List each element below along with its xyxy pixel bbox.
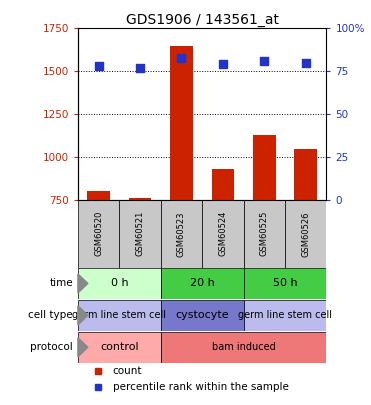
Point: [220, 61, 226, 68]
FancyBboxPatch shape: [119, 200, 161, 268]
Text: GSM60521: GSM60521: [135, 211, 145, 256]
FancyBboxPatch shape: [161, 268, 244, 299]
FancyBboxPatch shape: [78, 332, 161, 362]
Text: germ line stem cell: germ line stem cell: [72, 310, 166, 320]
Text: control: control: [100, 342, 139, 352]
FancyBboxPatch shape: [78, 200, 119, 268]
Point: [96, 63, 102, 69]
FancyBboxPatch shape: [285, 200, 326, 268]
Bar: [253, 135, 276, 200]
Bar: [211, 169, 234, 200]
Text: GSM60525: GSM60525: [260, 211, 269, 256]
Bar: [87, 192, 110, 200]
Text: protocol: protocol: [30, 342, 73, 352]
Text: 50 h: 50 h: [273, 279, 298, 288]
Text: time: time: [49, 279, 73, 288]
Point: [137, 65, 143, 71]
Text: bam induced: bam induced: [212, 342, 276, 352]
Text: count: count: [113, 366, 142, 375]
FancyBboxPatch shape: [161, 332, 326, 362]
Text: cystocyte: cystocyte: [175, 310, 229, 320]
Text: GSM60524: GSM60524: [219, 211, 227, 256]
Point: [261, 58, 267, 64]
FancyBboxPatch shape: [244, 268, 326, 299]
FancyBboxPatch shape: [244, 200, 285, 268]
Bar: [294, 149, 317, 200]
Text: 20 h: 20 h: [190, 279, 214, 288]
FancyBboxPatch shape: [244, 300, 326, 330]
FancyBboxPatch shape: [161, 200, 202, 268]
Text: GSM60523: GSM60523: [177, 211, 186, 256]
Text: GSM60520: GSM60520: [94, 211, 103, 256]
FancyBboxPatch shape: [78, 300, 161, 330]
Point: [178, 54, 184, 61]
Text: percentile rank within the sample: percentile rank within the sample: [113, 382, 289, 392]
Polygon shape: [78, 274, 88, 293]
Text: cell type: cell type: [28, 310, 73, 320]
Polygon shape: [78, 338, 88, 357]
Bar: [170, 45, 193, 200]
Text: germ line stem cell: germ line stem cell: [238, 310, 332, 320]
Text: GSM60526: GSM60526: [301, 211, 310, 256]
Title: GDS1906 / 143561_at: GDS1906 / 143561_at: [126, 13, 279, 27]
Bar: [129, 198, 151, 200]
FancyBboxPatch shape: [78, 268, 161, 299]
FancyBboxPatch shape: [161, 300, 244, 330]
Text: 0 h: 0 h: [111, 279, 128, 288]
Point: [303, 60, 309, 66]
Polygon shape: [78, 306, 88, 325]
FancyBboxPatch shape: [202, 200, 244, 268]
